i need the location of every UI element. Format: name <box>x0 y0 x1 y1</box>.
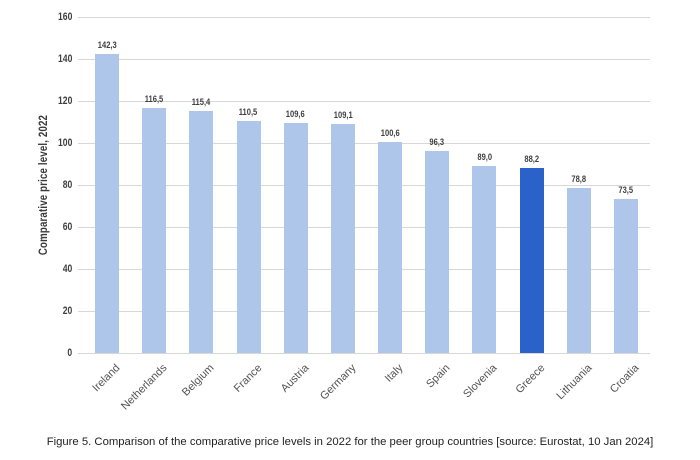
y-axis-title: Comparative price level, 2022 <box>38 114 50 256</box>
y-axis-tick-label: 40 <box>62 263 72 275</box>
y-axis-tick-label: 120 <box>57 95 72 107</box>
bar-france <box>236 120 261 353</box>
x-axis-label-italy: Italy <box>382 362 406 385</box>
x-axis-label-slovenia: Slovenia <box>461 362 500 401</box>
gridline-40 <box>78 268 650 270</box>
x-axis-label-spain: Spain <box>424 362 453 391</box>
bar-austria <box>283 122 308 353</box>
bar-value-label-germany: 109,1 <box>333 109 353 120</box>
x-axis-label-austria: Austria <box>278 362 312 395</box>
bar-ireland <box>95 54 119 353</box>
bar-spain <box>425 150 450 353</box>
bar-value-label-ireland: 142,3 <box>97 40 117 51</box>
figure-caption: Figure 5. Comparison of the comparative … <box>46 436 654 448</box>
x-axis-label-france: France <box>231 362 264 395</box>
gridline-160 <box>78 16 650 18</box>
bar-italy <box>378 141 403 353</box>
gridline-60 <box>78 226 650 228</box>
x-axis: Ireland Netherlands Belgium France Austria Ge… <box>78 353 650 423</box>
bar-value-label-greece: 88,2 <box>524 153 539 164</box>
gridline-0 <box>78 352 650 354</box>
bar-value-label-france: 110,5 <box>239 106 258 117</box>
bar-value-label-italy: 100,6 <box>380 127 400 138</box>
x-axis-label-greece: Greece <box>513 362 548 396</box>
bar-croatia <box>613 198 638 353</box>
bar-netherlands <box>142 108 167 353</box>
x-axis-label-netherlands: Netherlands <box>119 362 170 413</box>
x-axis-label-ireland: Ireland <box>90 362 123 395</box>
bar-greece <box>519 167 544 353</box>
plot-area: 142,3 116,5 115,4 110,5 109,6 109,1 100,6 96,3 8… <box>78 16 650 354</box>
bar-value-label-slovenia: 89,0 <box>476 152 492 163</box>
bar-value-label-belgium: 115,4 <box>192 96 211 107</box>
x-axis-label-croatia: Croatia <box>607 362 642 396</box>
y-axis-tick-label: 20 <box>62 305 72 317</box>
bar-value-label-netherlands: 116,5 <box>144 94 164 105</box>
x-axis-label-belgium: Belgium <box>180 362 217 399</box>
gridline-120 <box>78 100 650 102</box>
y-axis-tick-label: 160 <box>57 11 72 23</box>
bar-value-label-croatia: 73,5 <box>618 184 634 195</box>
y-axis-tick-label: 100 <box>57 137 72 149</box>
y-axis-tick-label: 60 <box>62 221 72 233</box>
y-axis-tick-label: 80 <box>62 179 72 191</box>
x-axis-label-germany: Germany <box>317 362 359 403</box>
gridline-100 <box>78 142 650 144</box>
bar-lithuania <box>566 187 591 353</box>
bar-belgium <box>189 110 214 353</box>
bar-germany <box>330 123 355 353</box>
bar-value-label-lithuania: 78,8 <box>571 173 587 184</box>
bar-value-label-spain: 96,3 <box>429 136 445 147</box>
y-axis-tick-label: 140 <box>57 53 72 65</box>
x-axis-label-lithuania: Lithuania <box>554 362 595 403</box>
gridline-80 <box>78 184 650 186</box>
gridline-20 <box>78 310 650 312</box>
gridline-140 <box>78 58 650 60</box>
bar-value-label-austria: 109,6 <box>286 108 306 119</box>
y-axis-tick-label: 0 <box>67 347 72 359</box>
bar-slovenia <box>472 166 497 353</box>
